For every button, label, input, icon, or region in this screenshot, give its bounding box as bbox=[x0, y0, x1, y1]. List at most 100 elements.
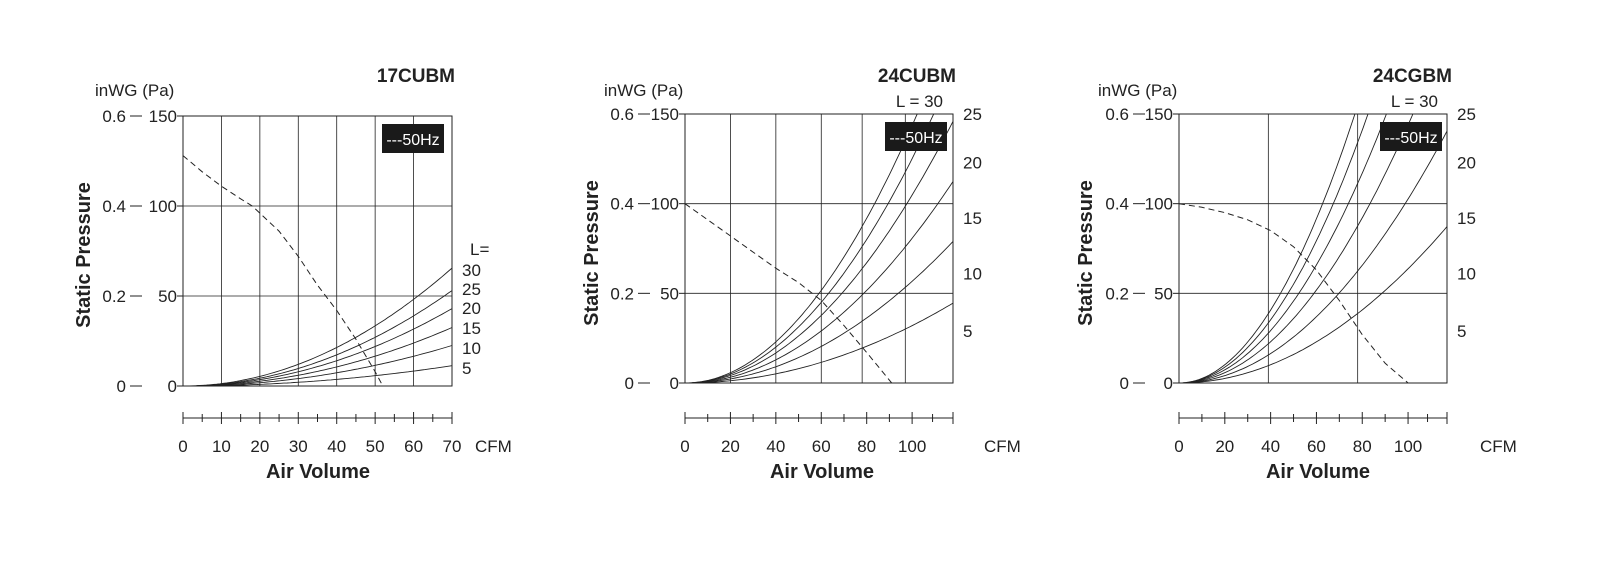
grid-lines bbox=[1178, 113, 1448, 384]
system-curve-10 bbox=[183, 345, 453, 387]
x-axis-title: Air Volume bbox=[770, 461, 874, 483]
y-tick-label-inwg: 0.6 bbox=[610, 105, 634, 124]
system-curve-25 bbox=[685, 113, 935, 384]
x-tick-label: 50 bbox=[366, 437, 385, 456]
y-tick-label-inwg: 0.2 bbox=[610, 284, 634, 303]
y-tick-label-pa: 0 bbox=[670, 374, 679, 393]
plot-frame bbox=[1178, 113, 1448, 384]
system-curves bbox=[1178, 113, 1448, 384]
curve-label-10: 10 bbox=[1457, 265, 1476, 284]
x-tick-label: 20 bbox=[1215, 437, 1234, 456]
system-curve-10 bbox=[1179, 130, 1448, 384]
y-tick-label-inwg: 0.4 bbox=[102, 197, 126, 216]
legend-background bbox=[382, 124, 444, 153]
curve-label-30: 30 bbox=[462, 261, 481, 280]
y-tick-label-inwg: 0.2 bbox=[1105, 284, 1129, 303]
chart-17cubm: 17CUBM inWG (Pa) Static Pressure Air Vol… bbox=[73, 66, 512, 483]
y-tick-label-inwg: 0.6 bbox=[1105, 105, 1129, 124]
y-tick-label-inwg: 0 bbox=[1120, 374, 1129, 393]
y-tick-label-pa: 100 bbox=[651, 195, 679, 214]
system-curve-15 bbox=[1178, 113, 1414, 384]
y-tick-label-inwg: 0 bbox=[117, 377, 126, 396]
chart-title: 17CUBM bbox=[377, 66, 455, 87]
y-tick-label-inwg: 0.6 bbox=[102, 107, 126, 126]
system-curve-10 bbox=[685, 241, 954, 384]
legend-background bbox=[1380, 122, 1442, 151]
system-curve-5 bbox=[1179, 226, 1448, 384]
x-tick-label: 100 bbox=[898, 437, 926, 456]
y-tick-label-pa: 50 bbox=[660, 284, 679, 303]
system-curve-30 bbox=[183, 267, 453, 387]
y-axis: 0 0 0.2 50 0.4 100 0.6 150 bbox=[610, 105, 685, 393]
system-curve-25 bbox=[183, 290, 453, 387]
x-tick-label: 100 bbox=[1394, 437, 1422, 456]
y-tick-label-pa: 100 bbox=[149, 197, 177, 216]
x-tick-label: 80 bbox=[857, 437, 876, 456]
right-curve-labels: 25 20 15 10 5 bbox=[963, 105, 982, 341]
y-tick-label-pa: 150 bbox=[651, 105, 679, 124]
curve-label-20: 20 bbox=[462, 299, 481, 318]
curve-label-25: 25 bbox=[1457, 105, 1476, 124]
x-tick-label: 20 bbox=[721, 437, 740, 456]
y-axis-title: Static Pressure bbox=[1075, 180, 1097, 326]
legend-background bbox=[885, 122, 947, 151]
system-curve-5 bbox=[685, 302, 954, 384]
system-curve-20 bbox=[183, 308, 453, 387]
x-tick-label: 0 bbox=[178, 437, 187, 456]
y-tick-label-pa: 0 bbox=[1164, 374, 1173, 393]
y-unit-label: inWG (Pa) bbox=[604, 81, 683, 100]
y-tick-label-inwg: 0 bbox=[625, 374, 634, 393]
x-axis: 0 20 40 60 80 100 bbox=[680, 412, 954, 456]
x-unit-label: CFM bbox=[475, 437, 512, 456]
fan-curve bbox=[182, 155, 384, 387]
curve-label-10: 10 bbox=[462, 339, 481, 358]
l-header-label: L = 30 bbox=[1391, 92, 1438, 111]
system-curves bbox=[684, 113, 954, 384]
x-tick-label: 40 bbox=[327, 437, 346, 456]
x-unit-label: CFM bbox=[984, 437, 1021, 456]
curve-label-20: 20 bbox=[963, 153, 982, 172]
system-curves bbox=[183, 267, 453, 387]
system-curve-20 bbox=[1178, 113, 1387, 384]
x-axis-title: Air Volume bbox=[1266, 461, 1370, 483]
x-tick-label: 60 bbox=[404, 437, 423, 456]
system-curve-5 bbox=[183, 365, 453, 387]
chart-24cubm: 24CUBM inWG (Pa) Static Pressure Air Vol… bbox=[581, 66, 1021, 483]
fan-curve-line bbox=[182, 155, 384, 387]
x-axis-title: Air Volume bbox=[266, 461, 370, 483]
plot-frame bbox=[684, 113, 954, 384]
curve-label-10: 10 bbox=[963, 265, 982, 284]
curve-label-5: 5 bbox=[1457, 322, 1466, 341]
fan-curve bbox=[684, 203, 893, 384]
legend-text: ---50Hz bbox=[386, 132, 439, 149]
x-tick-label: 10 bbox=[212, 437, 231, 456]
y-axis-title: Static Pressure bbox=[73, 182, 95, 328]
x-tick-label: 40 bbox=[766, 437, 785, 456]
x-tick-label: 60 bbox=[812, 437, 831, 456]
y-tick-label-pa: 50 bbox=[1154, 284, 1173, 303]
x-tick-label: 80 bbox=[1353, 437, 1372, 456]
legend-box: ---50Hz bbox=[885, 122, 947, 151]
legend-text: ---50Hz bbox=[1384, 130, 1437, 147]
y-unit-label: inWG (Pa) bbox=[1098, 81, 1177, 100]
curve-label-20: 20 bbox=[1457, 153, 1476, 172]
system-curve-15 bbox=[685, 181, 954, 384]
x-unit-label: CFM bbox=[1480, 437, 1517, 456]
fan-curve bbox=[1178, 203, 1409, 384]
y-tick-label-pa: 0 bbox=[168, 377, 177, 396]
y-axis: 0 0 0.2 50 0.4 100 0.6 150 bbox=[1105, 105, 1179, 393]
grid-lines bbox=[684, 113, 954, 384]
legend-box: ---50Hz bbox=[1380, 122, 1442, 151]
grid-lines bbox=[182, 115, 453, 387]
l-header-label: L= bbox=[470, 240, 489, 259]
curve-label-15: 15 bbox=[1457, 209, 1476, 228]
system-curve-25 bbox=[1178, 113, 1369, 384]
curve-label-15: 15 bbox=[963, 209, 982, 228]
fan-curve-line bbox=[684, 203, 893, 384]
x-tick-label: 60 bbox=[1307, 437, 1326, 456]
x-axis: 0 20 40 60 80 100 bbox=[1174, 412, 1448, 456]
x-tick-label: 30 bbox=[289, 437, 308, 456]
